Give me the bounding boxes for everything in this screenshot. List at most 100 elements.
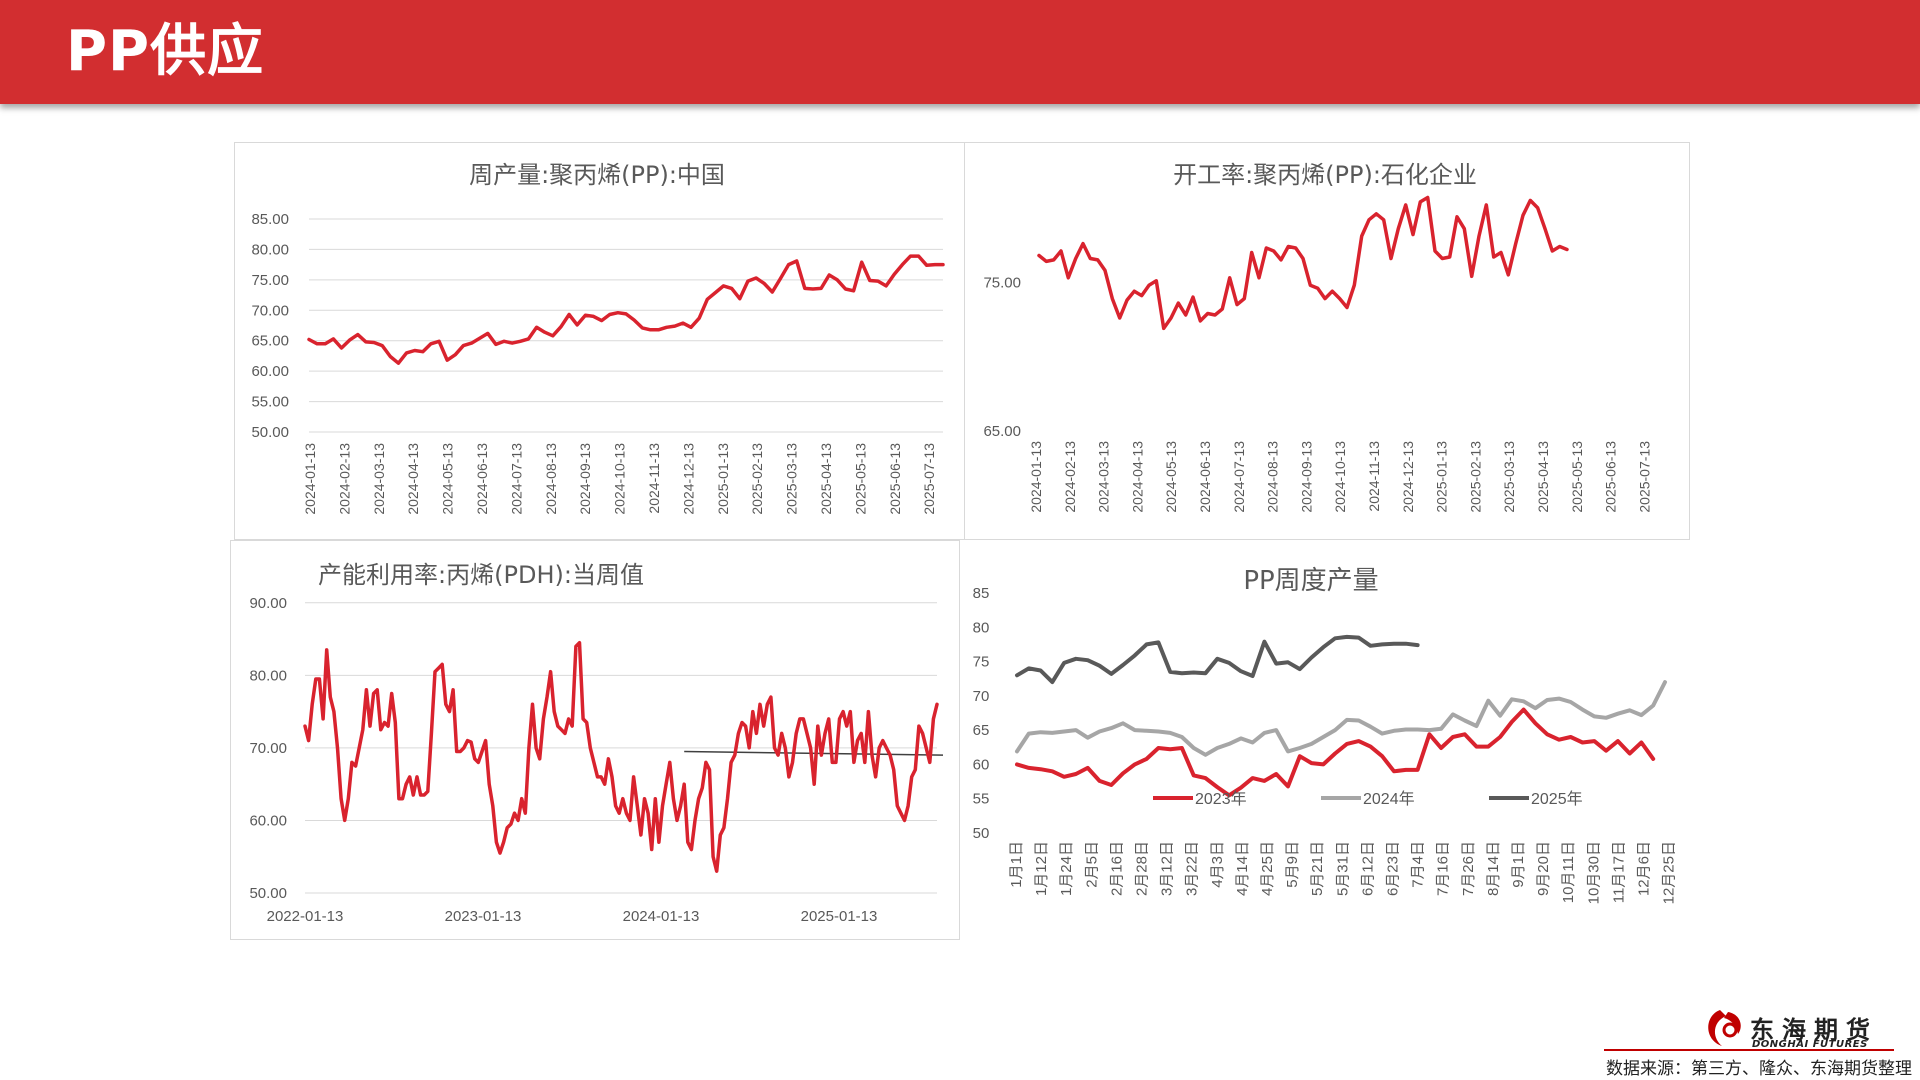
x-tick-label: 2024-10-13 [612,443,628,515]
x-tick-label: 2022-01-13 [267,908,344,925]
y-tick-label: 75.00 [251,272,289,289]
y-tick-label: 85.00 [251,211,289,228]
y-tick-label: 75 [973,654,990,671]
x-tick-label: 2025-02-13 [749,443,765,515]
x-tick-label: 12月6日 [1636,841,1653,896]
y-tick-label: 90.00 [249,595,287,612]
chart-weekly-output: 周产量:聚丙烯(PP):中国 85.00 80.00 75.00 70.00 65.00 6… [234,142,966,540]
x-tick-label: 2024-08-13 [543,443,559,515]
x-tick-label: 2025-01-13 [715,443,731,515]
x-tick-label: 2024-09-13 [577,443,593,515]
x-tick-label: 9月20日 [1535,841,1552,896]
x-tick-label: 2024-12-13 [1400,441,1416,513]
x-tick-label: 3月12日 [1159,841,1176,896]
y-tick-label: 55 [973,791,990,808]
x-tick-label: 2024-11-13 [646,443,662,514]
x-tick-label: 2025-01-13 [801,908,878,925]
chart-svg: 产能利用率:丙烯(PDH):当周值 90.00 80.00 70.00 60.00 50.… [249,561,944,925]
x-tick-label: 2024-09-13 [1298,441,1314,513]
y-tick-label: 65 [973,722,990,739]
y-tick-label: 70 [973,688,990,705]
x-tick-label: 2025-05-13 [852,443,868,515]
x-tick-label: 2024-12-13 [680,443,696,515]
x-tick-label: 2025-01-13 [1434,441,1450,513]
x-tick-label: 8月14日 [1485,841,1502,896]
x-tick-label: 2023-01-13 [445,908,522,925]
series-line [303,640,939,873]
x-tick-label: 2024-06-13 [474,443,490,515]
x-tick-label: 2025-04-13 [818,443,834,515]
series-line [1015,634,1420,685]
x-tick-label: 2024-05-13 [440,443,456,515]
x-tick-label: 7月26日 [1460,841,1477,896]
x-tick-label: 2025-04-13 [1535,441,1551,513]
x-tick-label: 4月14日 [1234,841,1251,896]
x-tick-label: 1月24日 [1058,841,1075,896]
y-tick-label: 85 [973,585,990,602]
x-tick-label: 11月17日 [1610,841,1627,903]
y-tick-label: 70.00 [249,740,287,757]
y-tick-label: 60.00 [251,363,289,380]
y-tick-label: 80.00 [251,241,289,258]
chart-title: 产能利用率:丙烯(PDH):当周值 [318,561,644,589]
y-tick-label: 60 [973,756,990,773]
x-tick-label: 2024-04-13 [405,443,421,515]
series-line [1037,195,1569,331]
average-line [684,750,944,756]
x-tick-label: 2024-01-13 [302,443,318,515]
x-tick-label: 12月25日 [1661,841,1678,904]
x-tick-label: 2024-01-13 [1028,441,1044,513]
x-tick-label: 2025-05-13 [1569,441,1585,513]
x-tick-label: 2024-04-13 [1129,441,1145,513]
y-tick-label: 60.00 [249,812,287,829]
x-tick-label: 6月23日 [1385,841,1402,896]
divider [1604,1049,1894,1051]
y-tick-label: 50.00 [251,424,289,441]
legend-label: 2025年 [1531,790,1583,808]
x-tick-label: 3月22日 [1184,841,1201,896]
x-tick-label: 1月1日 [1008,841,1025,888]
x-tick-label: 2025-06-13 [1603,441,1619,513]
series-line [1015,680,1667,757]
y-tick-label: 55.00 [251,394,289,411]
x-tick-label: 2月28日 [1134,841,1151,896]
x-tick-label: 1月12日 [1033,841,1050,896]
x-tick-label: 7月4日 [1410,841,1427,888]
x-tick-label: 2月5日 [1083,841,1100,888]
y-tick-label: 70.00 [251,302,289,319]
y-tick-label: 75.00 [983,274,1021,291]
data-source: 数据来源：第三方、隆众、东海期货整理 [1606,1059,1912,1079]
x-tick-label: 5月31日 [1334,841,1351,896]
chart-pdh-utilization: 产能利用率:丙烯(PDH):当周值 90.00 80.00 70.00 60.00 50.… [230,540,960,940]
chart-operating-rate: 开工率:聚丙烯(PP):石化企业 75.00 65.00 2024-01-13 2024… [964,142,1690,540]
legend-label: 2024年 [1363,790,1415,808]
x-tick-label: 2025-07-13 [921,443,937,515]
legend-label: 2023年 [1195,790,1247,808]
series-line [307,254,945,365]
chart-title: 周产量:聚丙烯(PP):中国 [469,161,725,189]
y-tick-label: 50.00 [249,885,287,902]
x-tick-label: 2月16日 [1108,841,1125,896]
x-tick-label: 2025-02-13 [1467,441,1483,513]
x-tick-label: 4月3日 [1209,841,1226,888]
title-bar: PP供应 [0,0,1920,104]
brand-name: 东海期货 [1750,1016,1878,1044]
page-title: PP供应 [66,19,265,84]
y-tick-label: 50 [973,825,990,842]
x-tick-label: 2025-03-13 [1501,441,1517,513]
x-tick-label: 2024-07-13 [508,443,524,515]
x-tick-label: 2024-03-13 [1096,441,1112,513]
x-tick-label: 9月1日 [1510,841,1527,888]
x-tick-label: 10月30日 [1585,841,1602,904]
chart-pp-weekly-output: PP周度产量 85 80 75 70 65 60 55 50 1月1日 1月12日 1月24日 2月5日… [960,540,1692,940]
brand-name-en: DONGHAI FUTURES [1752,1039,1868,1050]
x-tick-label: 2024-05-13 [1163,441,1179,513]
x-tick-label: 7月16日 [1435,841,1452,896]
x-tick-label: 6月12日 [1359,841,1376,896]
y-tick-label: 65.00 [251,333,289,350]
x-tick-label: 2024-07-13 [1231,441,1247,513]
donghai-logo-icon [1708,1010,1741,1046]
y-tick-label: 80.00 [249,667,287,684]
chart-svg: PP周度产量 85 80 75 70 65 60 55 50 1月1日 1月12日 1月24日 2月5日… [973,566,1678,904]
x-tick-label: 2024-02-13 [336,443,352,515]
